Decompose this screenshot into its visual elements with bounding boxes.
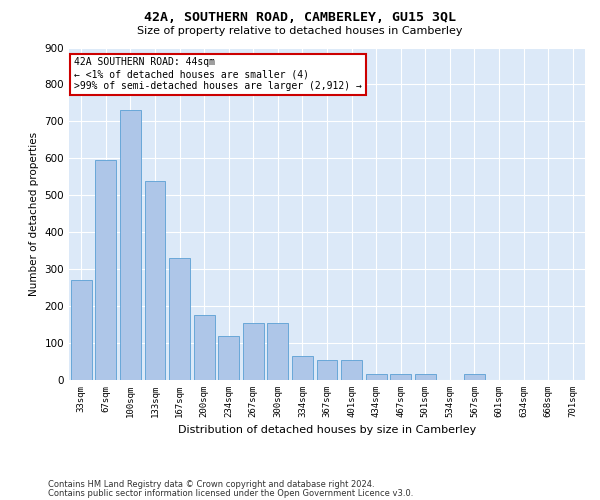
Bar [145, 180, 166, 380]
Bar [95, 160, 116, 380]
Text: Size of property relative to detached houses in Camberley: Size of property relative to detached ho… [137, 26, 463, 36]
Text: 42A SOUTHERN ROAD: 44sqm
← <1% of detached houses are smaller (4)
>99% of semi-d: 42A SOUTHERN ROAD: 44sqm ← <1% of detach… [74, 58, 362, 90]
Bar [218, 336, 239, 380]
Bar [243, 322, 264, 380]
Text: Contains HM Land Registry data © Crown copyright and database right 2024.: Contains HM Land Registry data © Crown c… [48, 480, 374, 489]
Bar [71, 280, 92, 380]
X-axis label: Distribution of detached houses by size in Camberley: Distribution of detached houses by size … [178, 426, 476, 436]
Bar [268, 322, 289, 380]
Bar [169, 258, 190, 380]
Bar [317, 360, 337, 380]
Bar [194, 316, 215, 380]
Bar [415, 374, 436, 380]
Bar [341, 360, 362, 380]
Bar [390, 374, 411, 380]
Text: Contains public sector information licensed under the Open Government Licence v3: Contains public sector information licen… [48, 488, 413, 498]
Bar [365, 374, 386, 380]
Bar [292, 356, 313, 380]
Y-axis label: Number of detached properties: Number of detached properties [29, 132, 39, 296]
Bar [464, 374, 485, 380]
Text: 42A, SOUTHERN ROAD, CAMBERLEY, GU15 3QL: 42A, SOUTHERN ROAD, CAMBERLEY, GU15 3QL [144, 11, 456, 24]
Bar [120, 110, 141, 380]
